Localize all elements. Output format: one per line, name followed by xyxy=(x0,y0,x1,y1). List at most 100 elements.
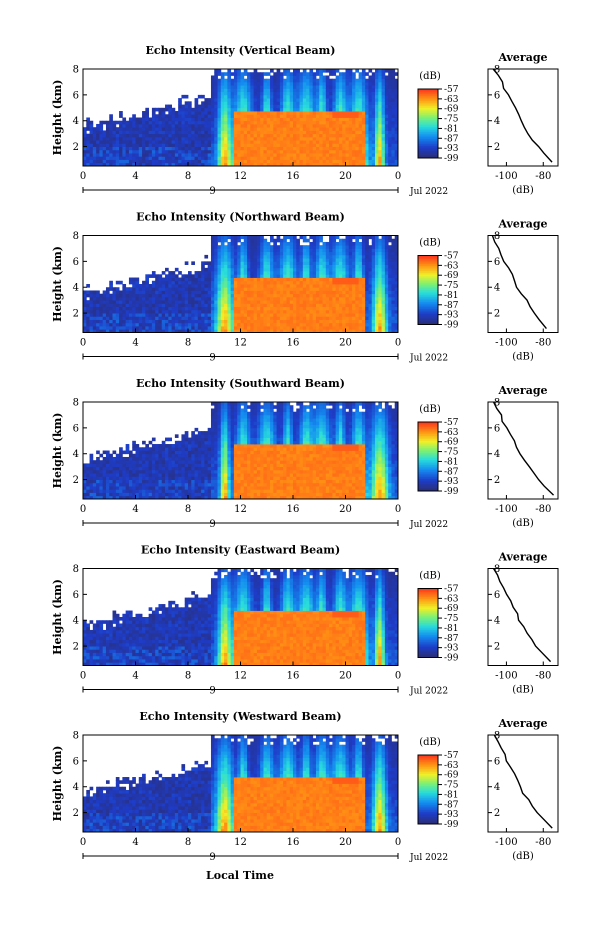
heatmap-cell xyxy=(332,303,337,308)
heatmap-cell xyxy=(233,130,238,135)
heatmap-cell xyxy=(375,293,379,298)
heatmap-cell xyxy=(253,117,258,122)
heatmap-cell xyxy=(358,143,363,147)
heatmap-cell xyxy=(309,319,314,324)
heatmap-cell xyxy=(273,326,277,330)
heatmap-cell xyxy=(142,123,146,128)
heatmap-cell xyxy=(178,303,182,308)
heatmap-cell xyxy=(263,303,268,308)
heatmap-cell xyxy=(325,143,330,147)
heatmap-cell xyxy=(237,117,241,122)
heatmap-cell xyxy=(312,72,317,76)
heatmap-cell xyxy=(391,104,396,109)
heatmap-cell xyxy=(142,329,146,333)
heatmap-cell xyxy=(142,280,146,285)
heatmap-cell xyxy=(119,130,123,135)
heatmap-cell xyxy=(384,114,389,118)
heatmap-cell xyxy=(168,133,172,138)
heatmap-cell xyxy=(371,94,376,99)
heatmap-cell xyxy=(230,111,235,115)
heatmap-cell xyxy=(243,290,248,295)
heatmap-cell xyxy=(358,136,363,141)
heatmap-cell xyxy=(174,284,179,288)
heatmap-cell xyxy=(302,149,307,154)
heatmap-cell xyxy=(355,88,360,93)
heatmap-cell xyxy=(155,287,159,291)
heatmap-cell xyxy=(384,326,389,330)
heatmap-cell xyxy=(230,149,235,154)
heatmap-cell xyxy=(332,140,337,144)
heatmap-cell xyxy=(338,117,343,122)
x-tick-label: 20 xyxy=(339,338,352,349)
heatmap-cell xyxy=(365,290,369,295)
heatmap-cell xyxy=(109,162,113,167)
heatmap-cell xyxy=(306,162,310,167)
heatmap-cell xyxy=(279,300,284,304)
heatmap-cell xyxy=(299,296,304,301)
heatmap-cell xyxy=(214,309,218,314)
colorbar-swatch xyxy=(418,271,438,274)
heatmap-cell xyxy=(352,284,356,288)
heatmap-cell xyxy=(247,309,251,314)
heatmap-cell xyxy=(92,300,97,304)
heatmap-cell xyxy=(220,326,225,330)
heatmap-cell xyxy=(89,476,94,480)
heatmap-cell xyxy=(256,149,261,154)
heatmap-cell xyxy=(263,277,268,282)
heatmap-cell xyxy=(224,88,228,93)
heatmap-cell xyxy=(358,153,363,157)
heatmap-cell xyxy=(128,277,133,282)
heatmap-cell xyxy=(210,149,215,154)
heatmap-cell xyxy=(315,117,320,122)
heatmap-cell xyxy=(233,258,238,262)
heatmap-cell xyxy=(132,153,136,157)
heatmap-cell xyxy=(220,149,225,154)
heatmap-cell xyxy=(188,159,192,164)
heatmap-cell xyxy=(355,316,360,320)
heatmap-cell xyxy=(247,156,251,160)
heatmap-cell xyxy=(256,133,261,138)
heatmap-cell xyxy=(253,85,258,89)
heatmap-cell xyxy=(279,162,284,167)
heatmap-cell xyxy=(342,111,346,115)
heatmap-cell xyxy=(348,130,353,135)
heatmap-cell xyxy=(266,101,271,105)
heatmap-cell xyxy=(125,319,130,324)
heatmap-cell xyxy=(171,303,176,308)
heatmap-cell xyxy=(148,127,153,131)
heatmap-cell xyxy=(293,251,297,256)
heatmap-cell xyxy=(112,296,117,301)
heatmap-cell xyxy=(105,326,110,330)
heatmap-cell xyxy=(138,322,143,327)
heatmap-cell xyxy=(279,91,284,96)
heatmap-cell xyxy=(237,85,241,89)
heatmap-cell xyxy=(207,300,212,304)
heatmap-cell xyxy=(161,319,166,324)
heatmap-cell xyxy=(256,290,261,295)
heatmap-cell xyxy=(191,287,195,291)
heatmap-cell xyxy=(109,280,113,285)
heatmap-cell xyxy=(312,120,317,125)
heatmap-cell xyxy=(296,78,300,83)
heatmap-cell xyxy=(283,104,287,109)
heatmap-cell xyxy=(174,123,179,128)
heatmap-cell xyxy=(361,88,366,93)
heatmap-cell xyxy=(210,300,215,304)
heatmap-cell xyxy=(312,296,317,301)
heatmap-cell xyxy=(329,238,333,243)
panel-1: Echo Intensity (Northward Beam)2468Heigh… xyxy=(51,211,559,364)
heatmap-cell xyxy=(184,322,189,327)
heatmap-cell xyxy=(237,107,241,112)
heatmap-cell xyxy=(368,156,373,160)
heatmap-cell xyxy=(161,140,166,144)
heatmap-cell xyxy=(335,114,340,118)
heatmap-cell xyxy=(168,277,172,282)
heatmap-cell xyxy=(371,319,376,324)
heatmap-cell xyxy=(361,104,366,109)
heatmap-cell xyxy=(384,117,389,122)
heatmap-cell xyxy=(210,316,215,320)
heatmap-cell xyxy=(184,127,189,131)
heatmap-cell xyxy=(352,271,356,275)
heatmap-cell xyxy=(394,306,399,311)
heatmap-cell xyxy=(227,140,232,144)
